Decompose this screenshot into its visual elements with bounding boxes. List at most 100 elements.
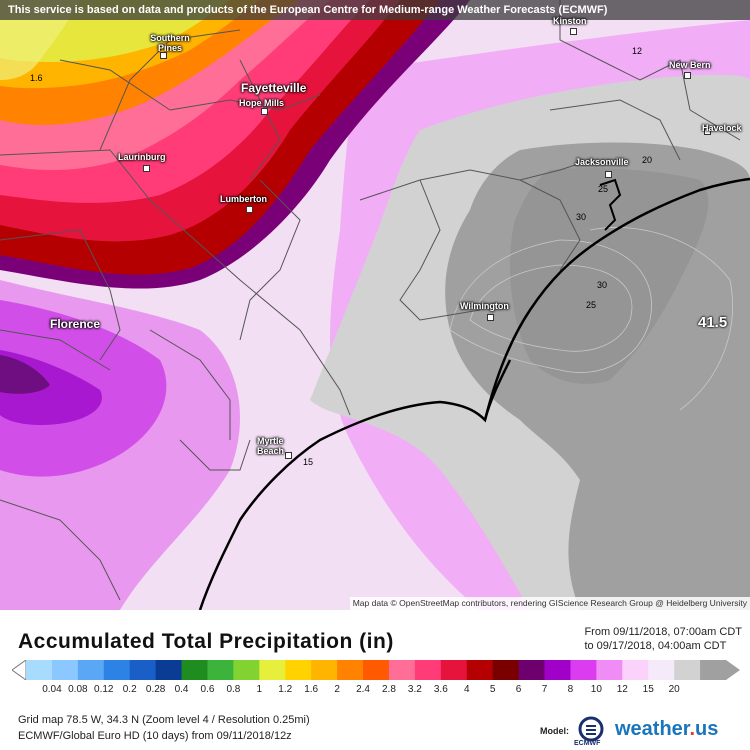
ecmwf-text: ECMWF xyxy=(574,740,601,747)
color-scale-bar xyxy=(12,660,740,680)
colorbar-tick-label: 0.8 xyxy=(226,684,241,695)
colorbar-tick-label: 3.2 xyxy=(407,684,422,695)
colorbar-tick-label: 0.4 xyxy=(174,684,189,695)
colorbar-tick-label: 10 xyxy=(590,684,602,695)
colorbar-tick-label: 2.4 xyxy=(356,684,370,695)
contour-label: 15 xyxy=(303,457,314,467)
colorbar-tick-label: 0.6 xyxy=(200,684,215,695)
colorbar-cell xyxy=(622,660,649,680)
colorbar-cell xyxy=(700,660,727,680)
date-from: From 09/11/2018, 07:00am CDT xyxy=(584,626,742,638)
colorbar-tick-label: 0.12 xyxy=(94,684,114,695)
city-dot-myrtle-beach xyxy=(285,452,292,459)
colorbar-tick-label: 7 xyxy=(541,684,548,695)
colorbar-cell xyxy=(518,660,546,680)
max-precip-value: 41.5 xyxy=(698,314,728,331)
colorbar-tick-label: 20 xyxy=(668,684,680,695)
colorbar-tick-label: 6 xyxy=(515,684,522,695)
colorbar-cell xyxy=(388,660,416,680)
colorbar-cell xyxy=(674,660,701,680)
colorbar-cell xyxy=(181,660,208,680)
city-dot-hope-mills xyxy=(261,108,268,115)
colorbar-tick-label: 2 xyxy=(334,684,340,695)
grid-info: Grid map 78.5 W, 34.3 N (Zoom level 4 / … xyxy=(18,714,310,726)
city-jacksonville[interactable]: Jacksonville xyxy=(575,157,629,167)
contour-label: 25 xyxy=(586,300,597,310)
colorbar-tick-label: 0.08 xyxy=(68,684,88,695)
city-dot-southern-pines xyxy=(160,52,167,59)
city-lumberton[interactable]: Lumberton xyxy=(220,194,267,204)
contour-label: 30 xyxy=(576,212,587,222)
colorbar-cell xyxy=(77,660,105,680)
city-myrtle-beach[interactable]: Myrtle Beach xyxy=(257,436,285,456)
colorbar-cell xyxy=(544,660,571,680)
weather-us-logo[interactable]: weather.us xyxy=(615,718,718,741)
date-to: to 09/17/2018, 04:00am CDT xyxy=(584,640,727,652)
city-kinston[interactable]: Kinston xyxy=(553,16,587,26)
ecmwf-logo-icon xyxy=(578,716,604,742)
contour-label: 25 xyxy=(598,184,609,194)
colorbar-cell xyxy=(414,660,442,680)
colorbar-tick-label: 1 xyxy=(256,684,263,695)
city-dot-lumberton xyxy=(246,206,253,213)
contour-label: 20 xyxy=(642,155,653,165)
colorbar-tick-label: 4 xyxy=(463,684,470,695)
colorbar-cell xyxy=(337,660,364,680)
city-florence[interactable]: Florence xyxy=(50,317,101,331)
model-run-info: ECMWF/Global Euro HD (10 days) from 09/1… xyxy=(18,730,292,742)
colorbar-cell xyxy=(440,660,468,680)
map-canvas xyxy=(0,0,750,610)
city-havelock[interactable]: Havelock xyxy=(702,123,742,133)
colorbar-cell xyxy=(570,660,597,680)
brand-dot: . xyxy=(689,718,696,740)
city-dot-jacksonville xyxy=(605,171,612,178)
colorbar-tick-label: 12 xyxy=(616,684,628,695)
colorbar-min-arrow xyxy=(12,660,27,680)
colorbar-tick-label: 0.2 xyxy=(122,684,137,695)
model-label: Model: xyxy=(540,726,569,736)
city-southern-pines[interactable]: Southern Pines xyxy=(150,33,190,53)
colorbar-tick-label: 5 xyxy=(489,684,496,695)
brand-name: weather xyxy=(615,718,690,740)
contour-label: 1.6 xyxy=(30,73,43,83)
colorbar-cell xyxy=(466,660,494,680)
city-new-bern[interactable]: New Bern xyxy=(669,60,711,70)
city-hope-mills[interactable]: Hope Mills xyxy=(239,98,285,108)
colorbar-cell xyxy=(103,660,131,680)
city-laurinburg[interactable]: Laurinburg xyxy=(118,152,166,162)
colorbar-tick-label: 0.28 xyxy=(145,684,166,695)
colorbar-tick-label: 1.6 xyxy=(304,684,319,695)
precipitation-map[interactable]: This service is based on data and produc… xyxy=(0,0,750,610)
colorbar-cell xyxy=(155,660,183,680)
colorbar-tick-label: 8 xyxy=(567,684,574,695)
colorbar-cell xyxy=(129,660,157,680)
colorbar-cell xyxy=(26,660,53,680)
contour-label: 30 xyxy=(597,280,608,290)
contour-label: 12 xyxy=(632,46,643,56)
city-dot-new-bern xyxy=(684,72,691,79)
colorbar-tick-label: 0.04 xyxy=(42,684,62,695)
colorbar-cell xyxy=(207,660,234,680)
colorbar-tick-label: 2.8 xyxy=(382,684,396,695)
city-dot-havelock xyxy=(704,128,711,135)
colorbar-cell xyxy=(363,660,390,680)
colorbar-cell xyxy=(259,660,286,680)
colorbar-cell xyxy=(492,660,520,680)
colorbar-cell xyxy=(233,660,260,680)
colorbar-cell xyxy=(596,660,623,680)
ecmwf-banner: This service is based on data and produc… xyxy=(0,0,750,20)
colorbar-cell xyxy=(311,660,338,680)
colorbar-cell xyxy=(648,660,675,680)
city-wilmington[interactable]: Wilmington xyxy=(460,301,509,311)
colorbar-cell xyxy=(51,660,79,680)
legend-title: Accumulated Total Precipitation (in) xyxy=(18,630,394,653)
city-dot-laurinburg xyxy=(143,165,150,172)
colorbar-tick-label: 15 xyxy=(642,684,654,695)
city-dot-wilmington xyxy=(487,314,494,321)
city-fayetteville[interactable]: Fayetteville xyxy=(241,81,307,95)
colorbar-cell xyxy=(285,660,312,680)
colorbar-tick-label: 3.6 xyxy=(433,684,448,695)
colorbar-max-arrow xyxy=(726,660,740,680)
legend-panel xyxy=(0,610,750,750)
map-attribution[interactable]: Map data © OpenStreetMap contributors, r… xyxy=(349,597,750,610)
